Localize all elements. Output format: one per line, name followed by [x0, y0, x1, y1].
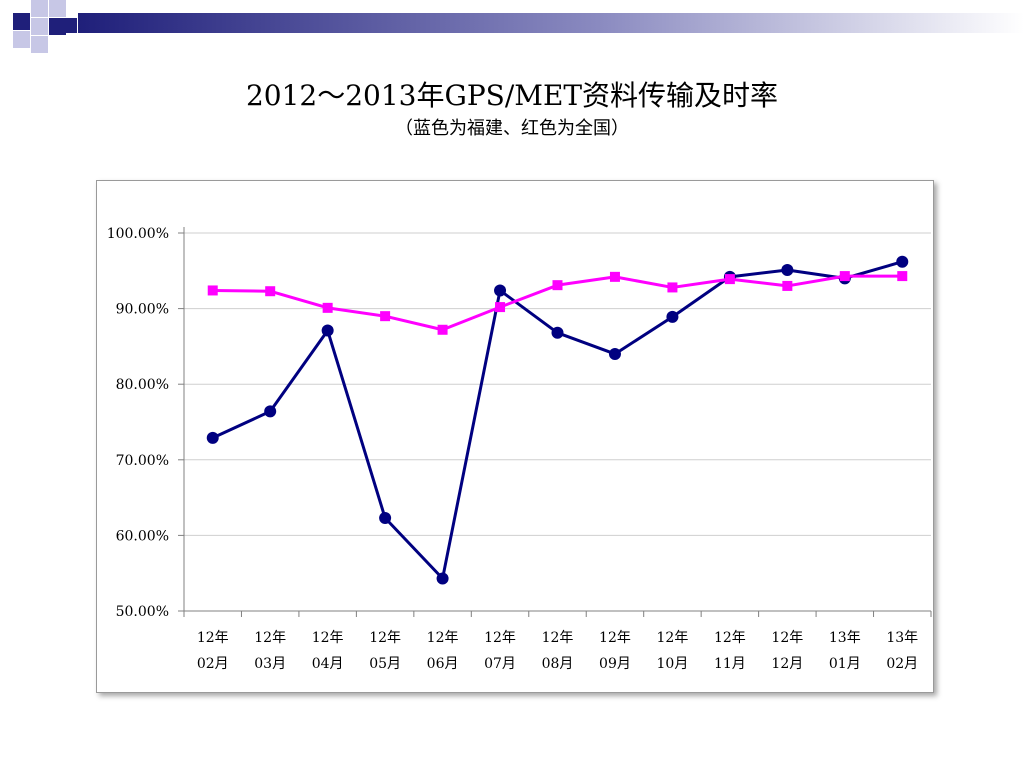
- series-1-point: [495, 302, 506, 313]
- x-tick-label-month: 06月: [427, 656, 459, 672]
- series-1-point: [207, 285, 218, 296]
- deco-square: [31, 18, 48, 35]
- x-tick-label-year: 12年: [197, 630, 229, 646]
- series-line-0: [212, 260, 903, 580]
- chart-frame: 100.00% 90.00% 80.00% 70.00% 60.00% 50.00% 12年…: [96, 180, 934, 693]
- x-tick-label-month: 02月: [197, 656, 229, 672]
- series-1-point: [552, 280, 563, 291]
- series-0-point: [321, 324, 334, 337]
- y-tick-label: 100.00%: [107, 226, 169, 242]
- series-0-point: [896, 255, 909, 268]
- x-tick-label-month: 04月: [312, 656, 344, 672]
- x-tick-label-month: 07月: [484, 656, 516, 672]
- x-tick-label-year: 13年: [829, 630, 861, 646]
- y-tick-label: 80.00%: [116, 377, 169, 393]
- series-0-point: [666, 310, 679, 323]
- deco-square: [13, 31, 30, 48]
- deco-square: [31, 0, 48, 17]
- x-tick-label-year: 12年: [714, 630, 746, 646]
- series-1-point: [322, 302, 333, 313]
- series-0-point: [781, 264, 794, 277]
- series-1-point: [724, 274, 735, 285]
- series-1-point: [265, 286, 276, 297]
- series-1-point: [782, 280, 793, 291]
- series-0-point: [608, 347, 621, 360]
- series-0-point: [264, 405, 277, 418]
- corner-decoration: [13, 0, 1024, 53]
- deco-square: [62, 18, 77, 33]
- x-tick-label-year: 12年: [599, 630, 631, 646]
- x-tick-label-month: 12月: [771, 656, 803, 672]
- x-tick-label-year: 12年: [254, 630, 286, 646]
- series-1-point: [897, 271, 908, 282]
- x-tick-label-month: 11月: [714, 656, 746, 672]
- series-1-point: [609, 271, 620, 282]
- deco-square: [13, 13, 30, 30]
- y-tick-label: 90.00%: [116, 302, 169, 318]
- header-gradient-band: [78, 13, 1024, 33]
- series-0-point: [551, 326, 564, 339]
- series-0-point: [206, 431, 219, 444]
- x-tick-label-month: 02月: [886, 656, 918, 672]
- y-tick-label: 70.00%: [116, 453, 169, 469]
- x-tick-label-month: 03月: [254, 656, 286, 672]
- deco-square: [49, 18, 66, 35]
- series-1-point: [839, 271, 850, 282]
- line-chart: 100.00% 90.00% 80.00% 70.00% 60.00% 50.00% 12年…: [107, 226, 932, 672]
- page-title: 2012～2013年GPS/MET资料传输及时率: [245, 79, 779, 112]
- x-tick-label-month: 08月: [542, 656, 574, 672]
- deco-square: [49, 0, 66, 17]
- x-tick-label-month: 09月: [599, 656, 631, 672]
- series-1-point: [380, 311, 391, 322]
- x-tick-label-month: 01月: [829, 656, 861, 672]
- deco-square: [31, 36, 48, 53]
- x-tick-label-year: 12年: [312, 630, 344, 646]
- y-tick-label: 60.00%: [116, 528, 169, 544]
- series-1-point: [667, 282, 678, 293]
- series-0-point: [494, 284, 507, 297]
- x-tick-label-month: 05月: [369, 656, 401, 672]
- x-tick-label-year: 13年: [886, 630, 918, 646]
- x-tick-label-year: 12年: [427, 630, 459, 646]
- x-tick-label-year: 12年: [657, 630, 689, 646]
- series-0-point: [379, 512, 392, 525]
- x-tick-label-year: 12年: [369, 630, 401, 646]
- x-tick-label-year: 12年: [771, 630, 803, 646]
- series-0-point: [436, 572, 449, 585]
- x-tick-label-month: 10月: [657, 656, 689, 672]
- x-tick-label-year: 12年: [484, 630, 516, 646]
- series-1-point: [437, 324, 448, 335]
- page-subtitle: （蓝色为福建、红色为全国）: [395, 118, 629, 139]
- x-tick-label-year: 12年: [542, 630, 574, 646]
- y-tick-label: 50.00%: [116, 604, 169, 620]
